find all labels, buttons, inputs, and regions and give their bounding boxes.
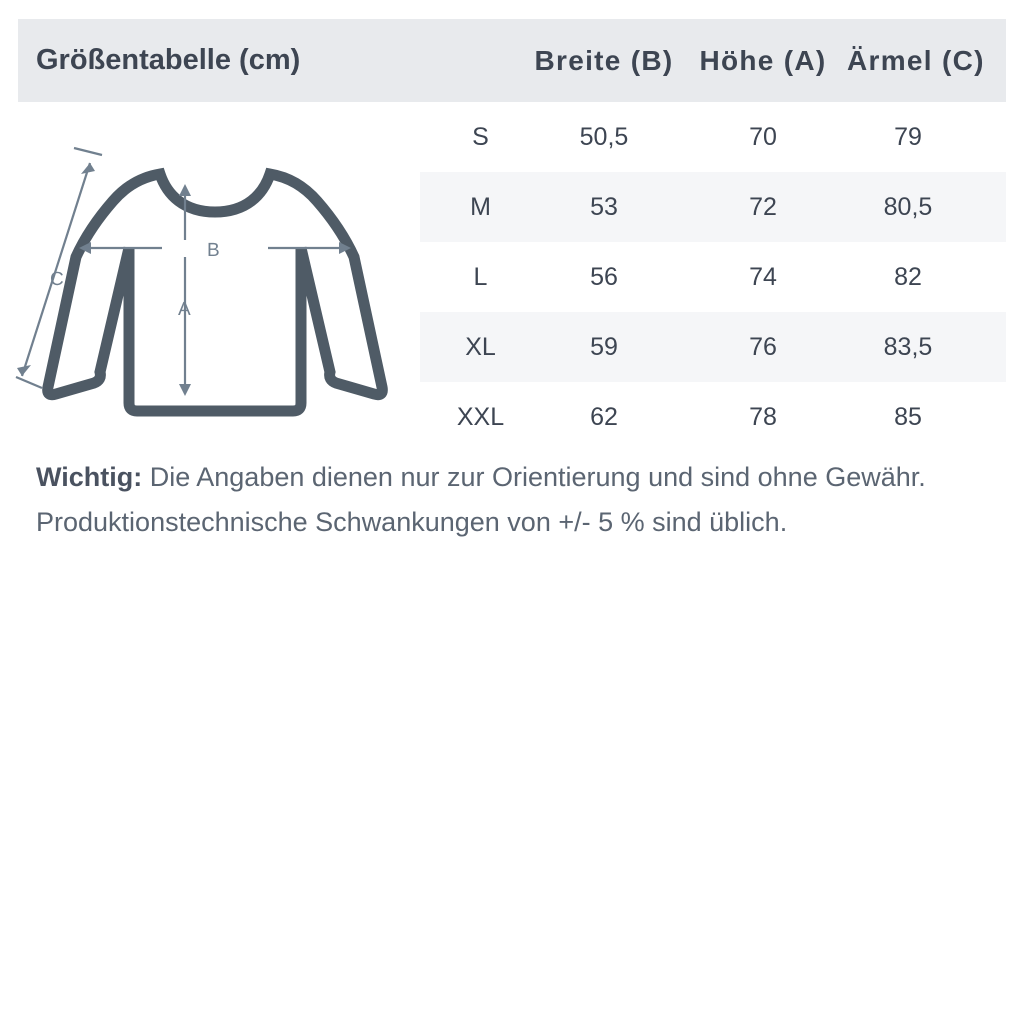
svg-text:B: B: [207, 240, 220, 261]
svg-text:C: C: [50, 269, 64, 290]
svg-text:A: A: [178, 299, 191, 320]
